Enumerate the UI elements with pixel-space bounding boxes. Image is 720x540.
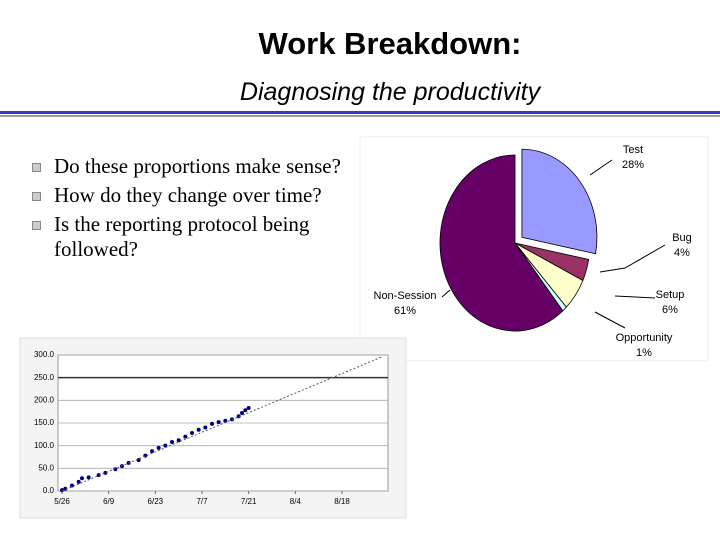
title-rule-shadow xyxy=(0,115,720,117)
slice-label: Test xyxy=(623,144,643,156)
slice-label: Setup xyxy=(656,289,685,301)
leader-line xyxy=(589,159,613,176)
slice-label: Bug xyxy=(672,232,692,244)
y-tick-label: 300.0 xyxy=(34,350,55,359)
data-point xyxy=(216,420,221,425)
y-tick-label: 0.0 xyxy=(43,486,55,495)
pie-slice xyxy=(521,148,598,255)
x-tick-label: 5/26 xyxy=(54,497,70,506)
leader-line xyxy=(599,244,666,273)
slice-label: Opportunity xyxy=(616,332,673,344)
bullet-marker xyxy=(32,192,41,201)
leader-line xyxy=(594,311,626,329)
bullet-item: Is the reporting protocol being followed… xyxy=(30,212,360,262)
y-tick-label: 200.0 xyxy=(34,395,55,404)
slice-value-label: 28% xyxy=(622,159,644,171)
slide-subtitle: Diagnosing the productivity xyxy=(239,78,541,106)
x-tick-label: 6/23 xyxy=(148,497,164,506)
data-point xyxy=(136,458,141,463)
x-tick-label: 6/9 xyxy=(103,497,115,506)
leader-line xyxy=(441,289,451,298)
data-point xyxy=(96,473,101,478)
bullet-marker xyxy=(32,163,41,172)
data-point xyxy=(170,440,174,445)
data-point xyxy=(223,418,228,423)
data-point xyxy=(163,443,168,448)
data-point xyxy=(246,406,251,411)
data-point xyxy=(86,475,91,480)
data-point xyxy=(156,445,161,450)
slice-value-label: 61% xyxy=(394,305,416,317)
data-point xyxy=(190,430,194,435)
data-point xyxy=(103,470,108,475)
data-point xyxy=(113,467,118,472)
x-tick-label: 8/4 xyxy=(290,497,302,506)
slice-value-label: 6% xyxy=(662,304,678,316)
bullet-text: Do these proportions make sense? xyxy=(54,154,341,178)
data-point xyxy=(203,425,208,430)
data-point xyxy=(240,411,244,416)
data-point xyxy=(210,421,214,426)
y-tick-label: 50.0 xyxy=(38,463,54,472)
trend-line xyxy=(61,356,383,492)
y-tick-label: 250.0 xyxy=(34,373,55,382)
title-rule xyxy=(0,111,720,114)
data-point xyxy=(63,486,68,491)
leader-lines xyxy=(441,159,666,329)
leader-line xyxy=(614,295,656,299)
bullet-item: How do they change over time? xyxy=(30,183,360,208)
data-point xyxy=(183,434,188,439)
bullet-text: How do they change over time? xyxy=(54,183,322,207)
slice-label: Non-Session xyxy=(374,290,437,302)
slice-value-label: 1% xyxy=(636,347,652,359)
bullet-item: Do these proportions make sense? xyxy=(30,154,360,179)
y-tick-label: 100.0 xyxy=(34,441,55,450)
data-point xyxy=(76,479,81,484)
data-point xyxy=(196,427,201,432)
data-point xyxy=(236,414,241,419)
data-point xyxy=(70,483,74,488)
slide-title: Work Breakdown: xyxy=(258,26,522,61)
x-tick-label: 7/21 xyxy=(241,497,257,506)
x-tick-label: 7/7 xyxy=(196,497,208,506)
pie-slice xyxy=(439,154,564,332)
bullet-text: Is the reporting protocol being followed… xyxy=(54,212,310,261)
data-point xyxy=(150,449,154,454)
data-point xyxy=(80,476,84,481)
y-tick-label: 150.0 xyxy=(34,418,55,427)
bullet-list: Do these proportions make sense? How do … xyxy=(30,154,360,266)
data-point xyxy=(176,438,181,443)
bullet-marker xyxy=(32,221,41,230)
x-tick-label: 8/18 xyxy=(334,497,350,506)
data-point xyxy=(243,408,248,413)
slice-value-label: 4% xyxy=(674,247,690,259)
